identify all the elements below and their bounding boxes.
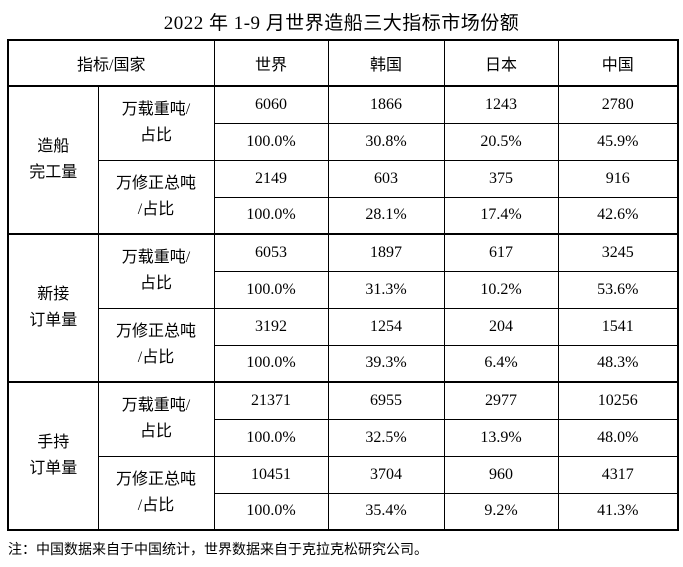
share-cell: 31.3%	[327, 270, 445, 309]
table-row: 100.0% 30.8% 20.5% 45.9%	[8, 122, 679, 161]
subrow-label-dwt: 万载重吨/ 占比	[97, 381, 215, 457]
table-row: 100.0% 39.3% 6.4% 48.3%	[8, 344, 679, 383]
value-cell: 6060	[213, 85, 329, 124]
value-cell: 2780	[557, 85, 679, 124]
share-cell: 17.4%	[443, 196, 559, 235]
value-cell: 1254	[327, 307, 445, 346]
share-cell: 39.3%	[327, 344, 445, 383]
value-cell: 4317	[557, 455, 679, 494]
share-cell: 41.3%	[557, 492, 679, 531]
value-cell: 3192	[213, 307, 329, 346]
subrow-label-cgt: 万修正总吨 /占比	[97, 307, 215, 383]
share-cell: 100.0%	[213, 344, 329, 383]
share-cell: 100.0%	[213, 122, 329, 161]
subrow-label-dwt: 万载重吨/ 占比	[97, 85, 215, 161]
share-cell: 42.6%	[557, 196, 679, 235]
share-cell: 9.2%	[443, 492, 559, 531]
value-cell: 2977	[443, 381, 559, 420]
table-row: 100.0% 31.3% 10.2% 53.6%	[8, 270, 679, 309]
value-cell: 3704	[327, 455, 445, 494]
column-header-korea: 韩国	[327, 39, 445, 87]
value-cell: 6053	[213, 233, 329, 272]
share-cell: 48.0%	[557, 418, 679, 457]
share-cell: 30.8%	[327, 122, 445, 161]
value-cell: 6955	[327, 381, 445, 420]
value-cell: 1541	[557, 307, 679, 346]
page-title: 2022 年 1-9 月世界造船三大指标市场份额	[163, 13, 520, 34]
share-cell: 10.2%	[443, 270, 559, 309]
group-label-completions: 造船 完工量	[7, 85, 99, 235]
value-cell: 1897	[327, 233, 445, 272]
table-row: 100.0% 28.1% 17.4% 42.6%	[8, 196, 679, 235]
subrow-label-cgt: 万修正总吨 /占比	[97, 159, 215, 235]
table-row: 新接 订单量 万载重吨/ 占比 6053 1897 617 3245	[7, 233, 679, 383]
table-row: 100.0% 32.5% 13.9% 48.0%	[8, 418, 679, 457]
source-footnote: 注：中国数据来自于中国统计，世界数据来自于克拉克松研究公司。	[8, 541, 428, 557]
value-cell: 10451	[213, 455, 329, 494]
table-row: 造船 完工量 万载重吨/ 占比 6060 1866 1243 2780	[7, 85, 679, 235]
column-header-japan: 日本	[443, 39, 559, 87]
value-cell: 603	[327, 159, 445, 198]
share-cell: 13.9%	[443, 418, 559, 457]
table-header-row: 指标/国家 世界 韩国 日本 中国	[7, 39, 679, 87]
group-label-new-orders: 新接 订单量	[7, 233, 99, 383]
table-row: 万修正总吨 /占比 10451 3704 960 4317	[8, 455, 679, 531]
share-cell: 100.0%	[213, 196, 329, 235]
value-cell: 617	[443, 233, 559, 272]
corner-header: 指标/国家	[7, 39, 215, 87]
share-cell: 28.1%	[327, 196, 445, 235]
share-cell: 100.0%	[213, 492, 329, 531]
shipbuilding-market-share-table: 指标/国家 世界 韩国 日本 中国 造船 完工量 万载重吨/ 占比 6060 1…	[7, 39, 680, 531]
table-row: 万修正总吨 /占比 2149 603 375 916	[8, 159, 679, 235]
value-cell: 10256	[557, 381, 679, 420]
share-cell: 48.3%	[557, 344, 679, 383]
value-cell: 21371	[213, 381, 329, 420]
value-cell: 3245	[557, 233, 679, 272]
share-cell: 100.0%	[213, 418, 329, 457]
value-cell: 916	[557, 159, 679, 198]
value-cell: 960	[443, 455, 559, 494]
share-cell: 6.4%	[443, 344, 559, 383]
group-label-order-backlog: 手持 订单量	[7, 381, 99, 531]
subrow-label-dwt: 万载重吨/ 占比	[97, 233, 215, 309]
share-cell: 53.6%	[557, 270, 679, 309]
table-row: 100.0% 35.4% 9.2% 41.3%	[8, 492, 679, 531]
column-header-world: 世界	[213, 39, 329, 87]
table-row: 万修正总吨 /占比 3192 1254 204 1541	[8, 307, 679, 383]
value-cell: 2149	[213, 159, 329, 198]
value-cell: 204	[443, 307, 559, 346]
share-cell: 45.9%	[557, 122, 679, 161]
value-cell: 1866	[327, 85, 445, 124]
value-cell: 375	[443, 159, 559, 198]
share-cell: 100.0%	[213, 270, 329, 309]
subrow-label-cgt: 万修正总吨 /占比	[97, 455, 215, 531]
share-cell: 20.5%	[443, 122, 559, 161]
share-cell: 35.4%	[327, 492, 445, 531]
share-cell: 32.5%	[327, 418, 445, 457]
table-row: 手持 订单量 万载重吨/ 占比 21371 6955 2977 10256	[7, 381, 679, 531]
column-header-china: 中国	[557, 39, 679, 87]
value-cell: 1243	[443, 85, 559, 124]
